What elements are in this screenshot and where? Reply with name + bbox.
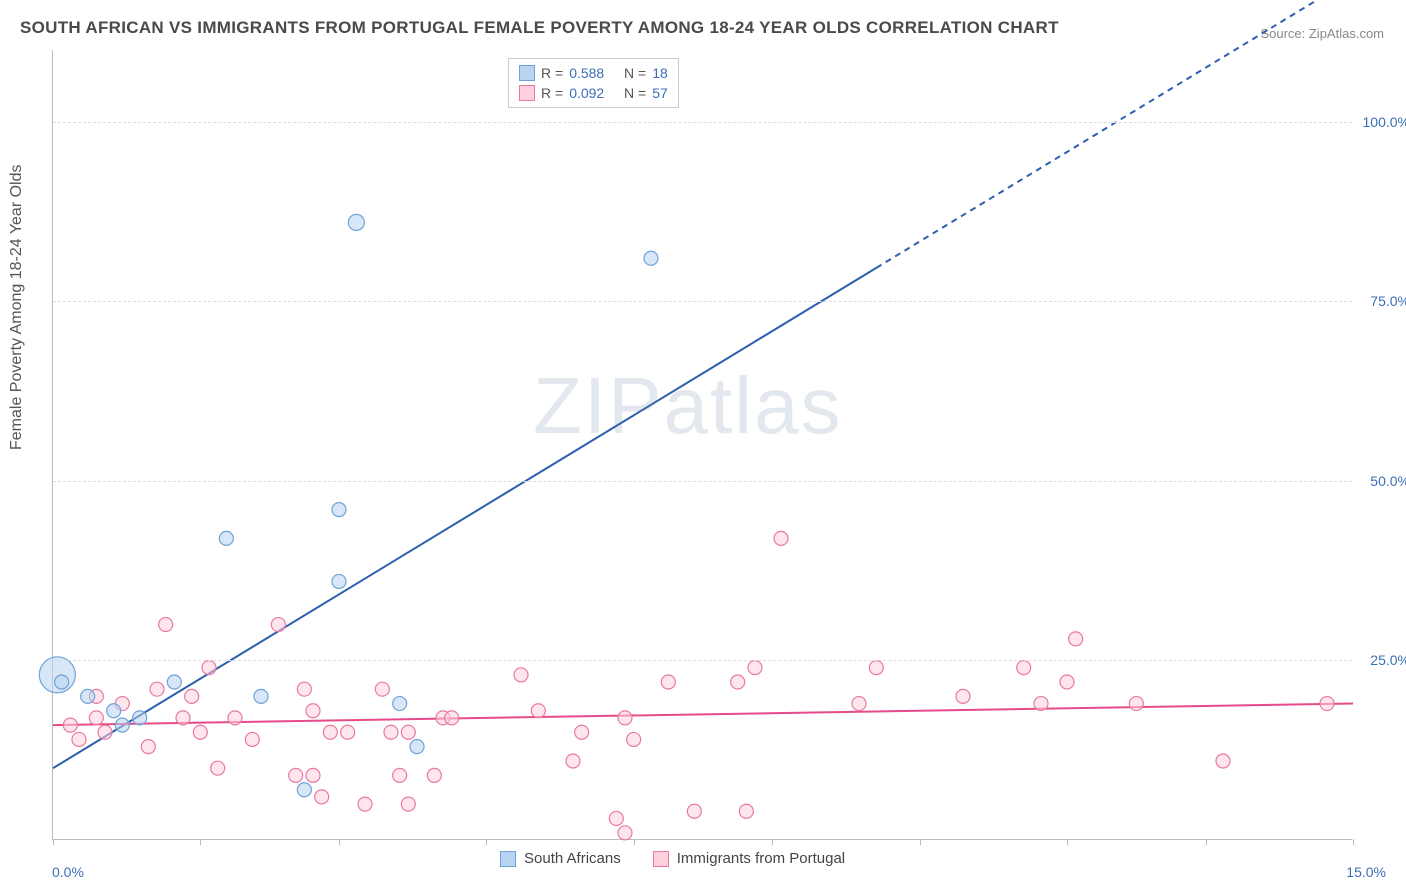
y-axis-label: Female Poverty Among 18-24 Year Olds bbox=[8, 165, 26, 451]
gridline bbox=[53, 122, 1352, 123]
source-label: Source: ZipAtlas.com bbox=[1260, 26, 1384, 41]
y-tick-label: 75.0% bbox=[1370, 293, 1406, 309]
legend-stats: R = 0.588 N = 18 R = 0.092 N = 57 bbox=[508, 58, 679, 108]
x-tick bbox=[1067, 839, 1068, 845]
legend-stat-row: R = 0.588 N = 18 bbox=[519, 63, 668, 83]
x-tick bbox=[200, 839, 201, 845]
chart-title: SOUTH AFRICAN VS IMMIGRANTS FROM PORTUGA… bbox=[20, 18, 1059, 38]
x-axis-max-label: 15.0% bbox=[1346, 864, 1386, 880]
x-tick bbox=[486, 839, 487, 845]
legend-stat-row: R = 0.092 N = 57 bbox=[519, 83, 668, 103]
x-tick bbox=[1206, 839, 1207, 845]
x-tick bbox=[634, 839, 635, 845]
x-axis-min-label: 0.0% bbox=[52, 864, 84, 880]
gridline bbox=[53, 301, 1352, 302]
legend-swatch bbox=[653, 851, 669, 867]
x-tick bbox=[920, 839, 921, 845]
y-tick-label: 25.0% bbox=[1370, 652, 1406, 668]
y-tick-label: 50.0% bbox=[1370, 473, 1406, 489]
gridline bbox=[53, 660, 1352, 661]
legend-series-label: Immigrants from Portugal bbox=[677, 850, 845, 867]
legend-swatch bbox=[500, 851, 516, 867]
x-tick bbox=[339, 839, 340, 845]
legend-series: South Africans Immigrants from Portugal bbox=[500, 850, 869, 867]
y-tick-label: 100.0% bbox=[1363, 114, 1406, 130]
x-tick bbox=[772, 839, 773, 845]
x-tick bbox=[1353, 839, 1354, 845]
plot-area: ZIPatlas R = 0.588 N = 18 R = 0.092 N = … bbox=[52, 50, 1352, 840]
gridline bbox=[53, 481, 1352, 482]
scatter-svg bbox=[53, 50, 1353, 840]
x-tick bbox=[53, 839, 54, 845]
legend-series-label: South Africans bbox=[524, 850, 621, 867]
